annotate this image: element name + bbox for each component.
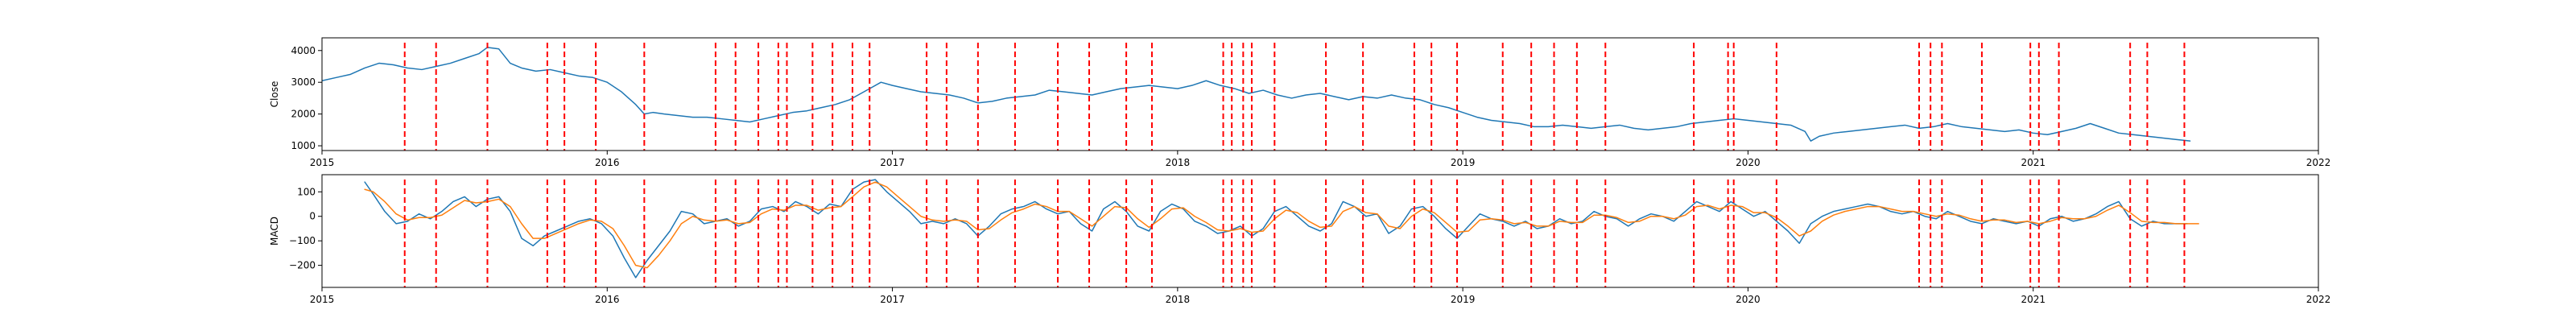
series-line-2 <box>364 181 2199 269</box>
x-tick-label: 2017 <box>880 294 905 305</box>
y-axis-label: MACD <box>269 217 280 246</box>
x-tick-label: 2015 <box>310 294 335 305</box>
axes-frame <box>321 174 2319 288</box>
y-tick-label: 1000 <box>291 140 316 151</box>
chart-panel-1: 2015 2016 2017 2018 2019 2020 2021 2022 1000 2000… <box>269 37 2331 168</box>
plot-area <box>322 47 2191 142</box>
chart-panel-2: 2015 2016 2017 2018 2019 2020 2021 2022 −200 −100… <box>269 174 2331 305</box>
x-tick-label: 2022 <box>2306 157 2331 168</box>
x-tick-label: 2020 <box>1736 157 1761 168</box>
x-tick-label: 2021 <box>2021 157 2046 168</box>
y-tick-label: 100 <box>297 186 316 197</box>
x-tick-label: 2017 <box>880 157 905 168</box>
x-tick-label: 2019 <box>1451 157 1476 168</box>
y-tick-label: 4000 <box>291 45 316 56</box>
x-tick-label: 2016 <box>595 157 620 168</box>
x-tick-label: 2019 <box>1451 294 1476 305</box>
x-tick-label: 2020 <box>1736 294 1761 305</box>
x-tick-label: 2015 <box>310 157 335 168</box>
y-tick-label: 0 <box>309 211 316 222</box>
series-line-1 <box>322 47 2191 142</box>
x-tick-label: 2022 <box>2306 294 2331 305</box>
x-tick-label: 2016 <box>595 294 620 305</box>
x-tick-label: 2021 <box>2021 294 2046 305</box>
y-tick-label: −100 <box>289 235 316 246</box>
y-tick-label: 3000 <box>291 76 316 88</box>
y-tick-label: 2000 <box>291 109 316 120</box>
y-tick-label: −200 <box>289 260 316 271</box>
x-tick-label: 2018 <box>1166 157 1191 168</box>
plots: 2015 2016 2017 2018 2019 2020 2021 202210002000… <box>269 37 2331 305</box>
x-tick-label: 2018 <box>1166 294 1191 305</box>
axes-frame <box>321 37 2319 151</box>
y-axis-label: Close <box>269 81 280 108</box>
